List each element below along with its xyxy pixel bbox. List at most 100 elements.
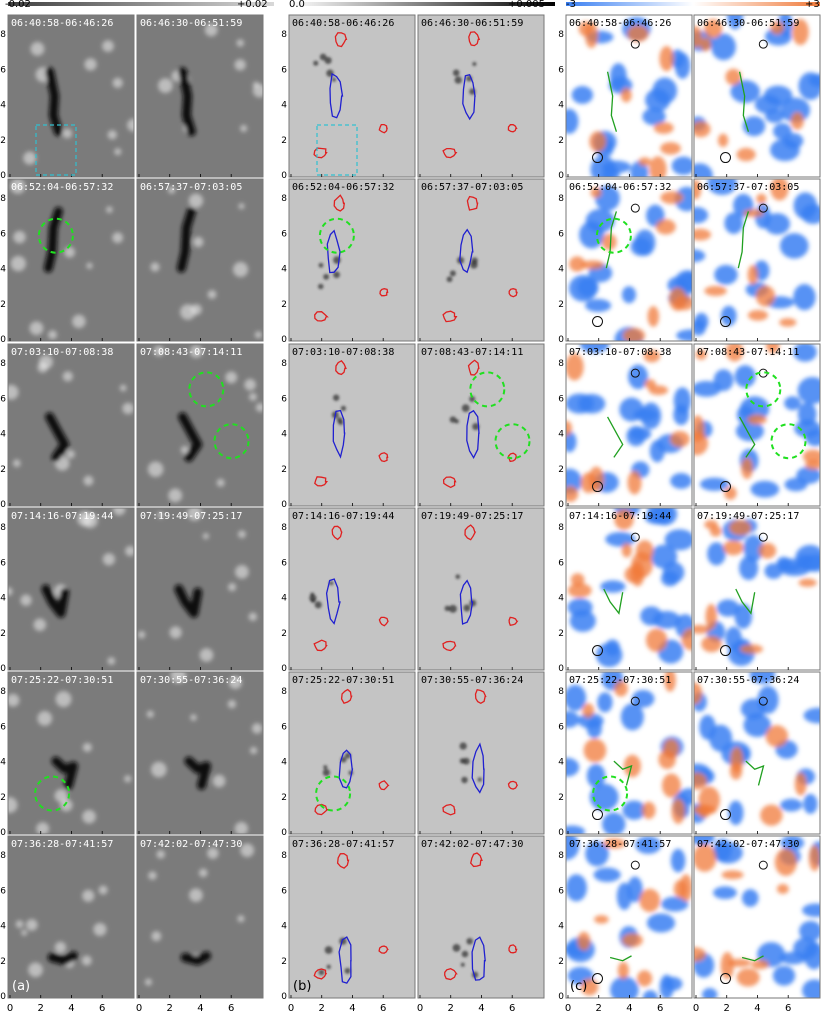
- red-contour: [314, 476, 328, 487]
- bright-patch: [66, 450, 75, 459]
- panel-r3-c2-right: 07:08:43-07:14:11: [417, 343, 545, 507]
- bright-patch: [114, 148, 122, 156]
- orange-lane: [705, 603, 718, 630]
- black-contour: [758, 39, 768, 49]
- left-interval-label: 07:25:22-07:30:51: [569, 675, 671, 686]
- orange-lane: [794, 772, 807, 796]
- blue-cell: [707, 542, 726, 566]
- bright-patch: [82, 889, 95, 902]
- panel-frame: [7, 507, 135, 671]
- bright-patch: [150, 262, 160, 272]
- bright-patch: [62, 371, 73, 382]
- y-tick-label: 2: [558, 957, 564, 967]
- blue-cell: [727, 15, 743, 30]
- blue-cell: [652, 77, 678, 104]
- y-tick-label: 8: [558, 523, 564, 533]
- y-tick-label: 4: [558, 922, 564, 932]
- y-tick-label: 4: [558, 101, 564, 111]
- y-tick-label: 2: [558, 300, 564, 310]
- colorbar-a: [8, 2, 274, 6]
- blue-cell: [799, 920, 820, 942]
- panel-r5-c1-right: 07:30:55-07:36:24: [136, 671, 264, 835]
- orange-lane: [583, 738, 607, 763]
- orange-lane: [779, 318, 797, 327]
- blue-cell: [779, 233, 809, 259]
- orange-lane: [570, 573, 585, 587]
- orange-lane: [621, 933, 643, 948]
- x-tick-label: 0: [417, 1003, 423, 1014]
- blue-cell: [750, 480, 780, 498]
- panel-frame: [136, 671, 264, 835]
- bright-patch: [207, 289, 217, 299]
- bright-patch: [204, 23, 218, 37]
- orange-lane: [760, 804, 783, 826]
- highlight-circle: [315, 775, 352, 812]
- blue-cell: [597, 692, 613, 713]
- dark-spot: [461, 950, 469, 958]
- blue-cell: [730, 80, 761, 103]
- bright-patch: [252, 81, 260, 88]
- panel-frame: [7, 343, 135, 507]
- black-contour: [720, 152, 731, 164]
- y-tick-label: 6: [0, 722, 6, 732]
- colorbar-a-max-label: +0.02: [237, 0, 268, 10]
- red-contour: [508, 288, 518, 298]
- panel-r3-c2-left: 07:03:10-07:08:38: [288, 343, 416, 507]
- orange-lane: [655, 219, 676, 235]
- orange-lane: [728, 519, 752, 536]
- blue-cell: [735, 421, 764, 442]
- blue-cell: [784, 396, 801, 411]
- y-tick-label: 6: [281, 722, 287, 732]
- panel-frame: [136, 343, 264, 507]
- orange-lane: [662, 738, 680, 759]
- orange-lane: [594, 915, 609, 924]
- blue-cell: [566, 836, 580, 860]
- bright-patch: [225, 371, 238, 384]
- y-tick-label: 6: [0, 394, 6, 404]
- panel-r4-c2-right: 07:19:49-07:25:17: [417, 507, 545, 671]
- bright-patch: [168, 488, 183, 503]
- x-tick-label: 4: [754, 1003, 760, 1014]
- y-tick-label: 4: [281, 430, 287, 440]
- colorbar-a-min-label: -0.02: [5, 0, 31, 10]
- dark-spot: [324, 946, 333, 954]
- dark-spot: [472, 423, 480, 431]
- y-tick-label: 6: [281, 229, 287, 239]
- magnetogram-background: [8, 672, 134, 834]
- bright-patch: [112, 232, 124, 244]
- blue-cell: [709, 724, 733, 752]
- bright-patch: [188, 193, 204, 208]
- bright-patch: [72, 314, 86, 329]
- right-interval-label: 06:57:37-07:03:05: [697, 182, 799, 193]
- y-tick-label: 6: [0, 229, 6, 239]
- orange-lane: [766, 344, 780, 354]
- bright-patch: [137, 630, 146, 639]
- magnetogram-background: [8, 836, 134, 998]
- bright-patch: [102, 553, 116, 566]
- bright-patch: [84, 58, 97, 71]
- bright-patch: [199, 648, 214, 662]
- bright-patch: [86, 262, 93, 269]
- x-tick-label: 0: [7, 1003, 13, 1014]
- y-tick-label: 0: [281, 992, 287, 1002]
- y-tick-label: 6: [558, 722, 564, 732]
- red-contour: [442, 476, 457, 489]
- column-label: (c): [570, 979, 587, 994]
- orange-lane: [798, 578, 817, 587]
- blue-contour: [329, 72, 344, 119]
- x-tick-label: 4: [197, 1003, 203, 1014]
- orange-lane: [694, 121, 711, 138]
- highlight-circle: [469, 371, 506, 408]
- colorbar-c: [566, 2, 820, 6]
- x-tick-label: 0: [565, 1003, 571, 1014]
- y-tick-label: 8: [281, 851, 287, 861]
- dark-spot: [323, 273, 330, 280]
- blue-cell: [716, 599, 740, 617]
- y-tick-label: 0: [0, 992, 6, 1002]
- bright-patch: [216, 478, 225, 487]
- x-tick-label: 2: [448, 1003, 454, 1014]
- blue-cell: [650, 544, 678, 569]
- y-tick-label: 6: [558, 558, 564, 568]
- x-tick-label: 2: [167, 1003, 173, 1014]
- bright-patch: [158, 78, 173, 94]
